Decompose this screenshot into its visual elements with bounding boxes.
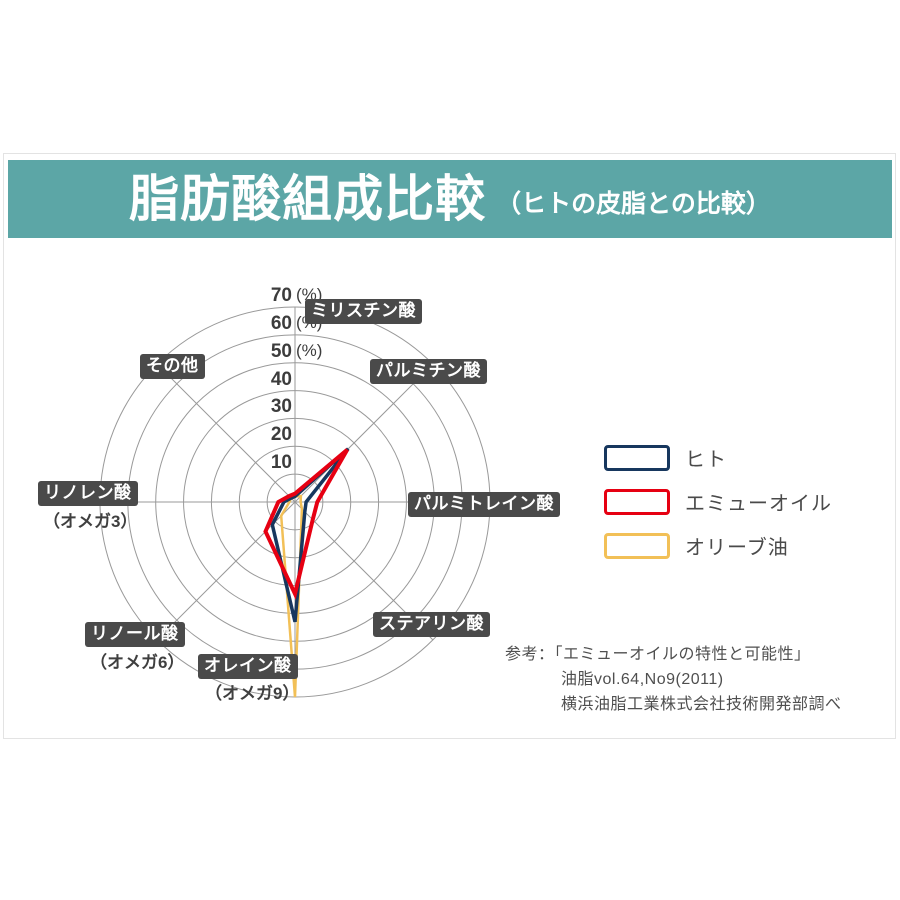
ring-tick-value: 50	[270, 340, 292, 362]
ring-tick-value: 20	[270, 424, 292, 446]
ring-tick-value: 30	[270, 396, 292, 418]
legend-swatch-olive-oil	[604, 532, 670, 559]
legend-label-human: ヒト	[685, 449, 727, 471]
legend-swatch-emu-oil	[604, 488, 670, 515]
axis-sublabel-omega9: （オメガ9）	[205, 684, 300, 703]
ring-tick-value: 60	[270, 312, 292, 334]
ring-tick-value: 70	[270, 285, 292, 306]
legend-item-emu-oil: エミューオイル	[604, 487, 832, 516]
reference-line-3: 横浜油脂工業株式会社技術開発部調べ	[561, 696, 842, 713]
legend-item-human: ヒト	[604, 443, 832, 472]
legend-item-olive-oil: オリーブ油	[604, 531, 832, 560]
axis-label-palmitoleic-acid: パルミトレイン酸	[408, 492, 560, 518]
reference-line-2: 油脂vol.64,No9(2011)	[561, 671, 724, 688]
axis-label-linoleic-acid: リノール酸	[85, 622, 185, 648]
reference-line-1: 参考：「エミューオイルの特性と可能性」	[505, 646, 811, 663]
axis-sublabel-omega3: （オメガ3）	[43, 512, 138, 531]
ring-tick-value: 40	[270, 368, 292, 390]
page-title: 脂肪酸組成比較	[129, 171, 487, 227]
axis-sublabel-omega6: （オメガ6）	[90, 653, 185, 672]
axis-label-myristic-acid: ミリスチン酸	[305, 299, 422, 325]
page-subtitle: （ヒトの皮脂との比較）	[496, 189, 771, 218]
grid-spoke	[156, 363, 296, 503]
ring-tick-value: 10	[270, 452, 292, 474]
series-エミューオイル	[263, 448, 349, 600]
ring-tick-unit: (%)	[296, 340, 323, 360]
axis-label-palmitic-acid: パルミチン酸	[370, 359, 487, 385]
grid-spoke	[294, 363, 434, 503]
axis-label-stearic-acid: ステアリン酸	[373, 612, 490, 638]
legend: ヒト エミューオイル オリーブ油	[604, 443, 832, 575]
axis-label-others: その他	[140, 354, 205, 380]
title-bar: 脂肪酸組成比較 （ヒトの皮脂との比較）	[8, 160, 892, 238]
series-ヒト	[270, 447, 350, 623]
axis-label-linolenic-acid: リノレン酸	[38, 481, 138, 507]
legend-label-emu-oil: エミューオイル	[685, 493, 832, 515]
axis-label-oleic-acid: オレイン酸	[198, 654, 298, 680]
legend-swatch-human	[604, 444, 670, 471]
reference-note: 参考：「エミューオイルの特性と可能性」 油脂vol.64,No9(2011) 横…	[505, 642, 842, 717]
legend-label-olive-oil: オリーブ油	[685, 537, 789, 559]
